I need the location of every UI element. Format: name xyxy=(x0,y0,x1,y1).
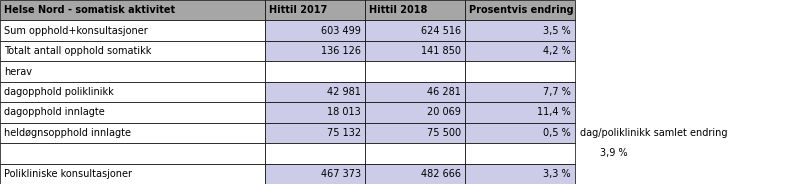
Text: heldøgnsopphold innlagte: heldøgnsopphold innlagte xyxy=(4,128,131,138)
Text: dagopphold poliklinikk: dagopphold poliklinikk xyxy=(4,87,114,97)
Text: dag/poliklinikk samlet endring: dag/poliklinikk samlet endring xyxy=(580,128,727,138)
Bar xyxy=(0,102,265,123)
Bar xyxy=(0,82,265,102)
Bar xyxy=(365,123,465,143)
Bar xyxy=(265,20,365,41)
Text: 46 281: 46 281 xyxy=(427,87,461,97)
Bar xyxy=(465,82,575,102)
Text: 4,2 %: 4,2 % xyxy=(544,46,571,56)
Bar xyxy=(365,143,465,164)
Bar xyxy=(265,41,365,61)
Bar xyxy=(465,123,575,143)
Text: 11,4 %: 11,4 % xyxy=(537,107,571,117)
Text: 18 013: 18 013 xyxy=(328,107,361,117)
Text: 3,3 %: 3,3 % xyxy=(544,169,571,179)
Bar xyxy=(265,61,365,82)
Bar xyxy=(0,41,265,61)
Bar xyxy=(365,20,465,41)
Text: 75 500: 75 500 xyxy=(427,128,461,138)
Bar xyxy=(465,143,575,164)
Bar xyxy=(0,0,265,20)
Text: Totalt antall opphold somatikk: Totalt antall opphold somatikk xyxy=(4,46,151,56)
Text: 3,9 %: 3,9 % xyxy=(600,148,628,158)
Bar xyxy=(265,0,365,20)
Text: Prosentvis endring: Prosentvis endring xyxy=(469,5,574,15)
Text: 42 981: 42 981 xyxy=(327,87,361,97)
Bar xyxy=(365,82,465,102)
Bar xyxy=(265,82,365,102)
Text: Hittil 2018: Hittil 2018 xyxy=(369,5,427,15)
Text: 467 373: 467 373 xyxy=(321,169,361,179)
Bar xyxy=(0,61,265,82)
Text: 3,5 %: 3,5 % xyxy=(544,26,571,36)
Bar xyxy=(265,164,365,184)
Text: 136 126: 136 126 xyxy=(321,46,361,56)
Text: Hittil 2017: Hittil 2017 xyxy=(269,5,328,15)
Text: Sum opphold+konsultasjoner: Sum opphold+konsultasjoner xyxy=(4,26,148,36)
Text: Polikliniske konsultasjoner: Polikliniske konsultasjoner xyxy=(4,169,132,179)
Text: 624 516: 624 516 xyxy=(421,26,461,36)
Bar xyxy=(265,102,365,123)
Bar xyxy=(365,102,465,123)
Text: 141 850: 141 850 xyxy=(421,46,461,56)
Text: herav: herav xyxy=(4,67,32,77)
Text: dagopphold innlagte: dagopphold innlagte xyxy=(4,107,104,117)
Bar xyxy=(365,61,465,82)
Bar xyxy=(365,41,465,61)
Bar xyxy=(265,123,365,143)
Text: 0,5 %: 0,5 % xyxy=(544,128,571,138)
Bar xyxy=(0,164,265,184)
Text: 20 069: 20 069 xyxy=(427,107,461,117)
Bar xyxy=(465,102,575,123)
Bar xyxy=(365,0,465,20)
Bar xyxy=(465,20,575,41)
Text: 482 666: 482 666 xyxy=(421,169,461,179)
Bar xyxy=(465,61,575,82)
Bar xyxy=(0,143,265,164)
Bar xyxy=(365,164,465,184)
Text: 603 499: 603 499 xyxy=(321,26,361,36)
Bar xyxy=(465,41,575,61)
Bar xyxy=(265,143,365,164)
Bar xyxy=(0,20,265,41)
Text: 75 132: 75 132 xyxy=(327,128,361,138)
Text: 7,7 %: 7,7 % xyxy=(543,87,571,97)
Bar xyxy=(465,164,575,184)
Text: Helse Nord - somatisk aktivitet: Helse Nord - somatisk aktivitet xyxy=(4,5,175,15)
Bar xyxy=(465,0,575,20)
Bar xyxy=(0,123,265,143)
